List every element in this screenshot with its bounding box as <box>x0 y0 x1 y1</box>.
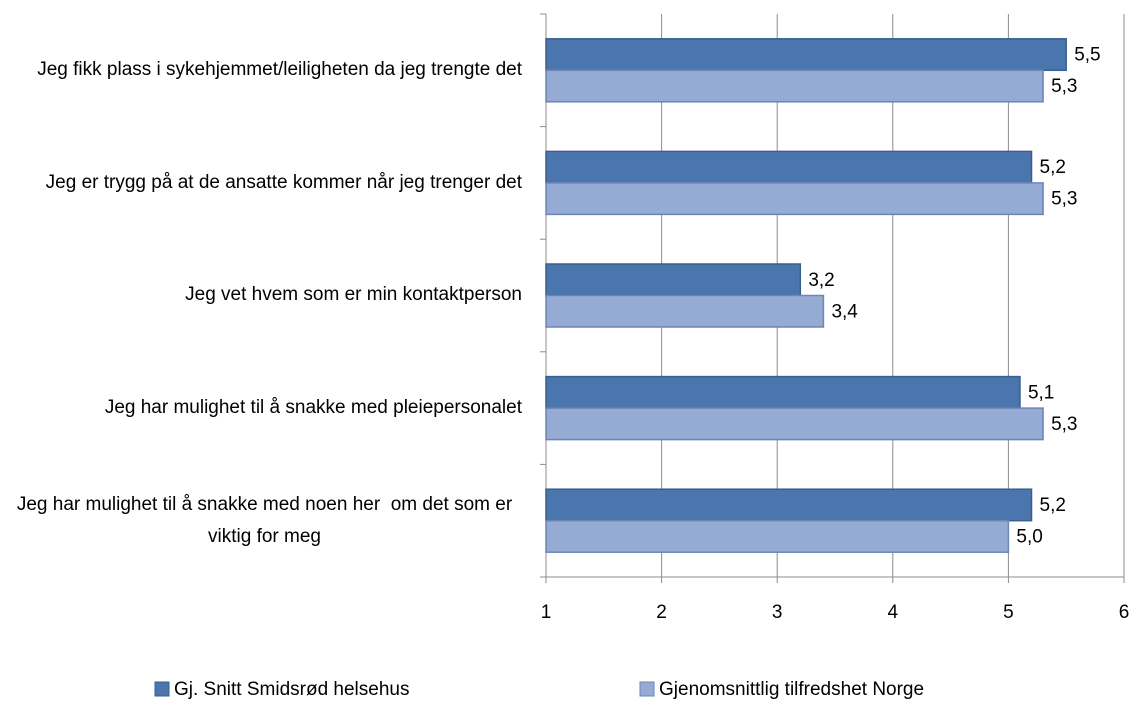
data-label: 5,5 <box>1074 45 1100 66</box>
data-label: 5,2 <box>1040 157 1066 178</box>
data-label: 5,0 <box>1016 526 1042 547</box>
bar <box>545 488 1033 522</box>
category-text: Jeg har mulighet til å snakke med noen h… <box>16 493 518 547</box>
legend-swatch <box>154 681 170 697</box>
bar <box>545 69 1044 103</box>
legend-label: Gjenomsnittlig tilfredshet Norge <box>659 679 924 700</box>
bar <box>545 294 825 328</box>
x-tick-label: 3 <box>772 602 783 623</box>
data-label: 5,3 <box>1051 189 1077 210</box>
data-label: 5,3 <box>1051 76 1077 97</box>
data-label: 3,2 <box>808 270 834 291</box>
category-text: Jeg fikk plass i sykehjemmet/leiligheten… <box>37 59 522 81</box>
category-text: Jeg vet hvem som er min kontaktperson <box>185 284 522 306</box>
bar <box>545 38 1067 72</box>
bar <box>545 407 1044 441</box>
data-label: 5,3 <box>1051 414 1077 435</box>
x-tick-label: 1 <box>541 602 552 623</box>
x-tick-label: 2 <box>656 602 667 623</box>
bar <box>545 150 1033 184</box>
category-text: Jeg har mulighet til å snakke med pleiep… <box>104 397 522 419</box>
x-tick-label: 4 <box>888 602 899 623</box>
legend-swatch <box>639 681 655 697</box>
x-tick-label: 6 <box>1119 602 1130 623</box>
y-tick-label: Jeg fikk plass i sykehjemmet/leiligheten… <box>0 14 522 127</box>
bar <box>545 519 1010 553</box>
legend-label: Gj. Snitt Smidsrød helsehus <box>174 679 409 700</box>
data-label: 3,4 <box>831 301 858 322</box>
y-tick-label: Jeg vet hvem som er min kontaktperson <box>0 239 522 352</box>
bar <box>545 182 1044 216</box>
data-label: 5,2 <box>1040 495 1066 516</box>
y-tick-label: Jeg er trygg på at de ansatte kommer når… <box>0 127 522 240</box>
x-tick-label: 5 <box>1003 602 1014 623</box>
category-text: Jeg er trygg på at de ansatte kommer når… <box>45 171 522 193</box>
bar <box>545 263 802 297</box>
y-tick-label: Jeg har mulighet til å snakke med pleiep… <box>0 352 522 465</box>
bar <box>545 375 1021 409</box>
data-label: 5,1 <box>1028 382 1054 403</box>
y-tick-label: Jeg har mulighet til å snakke med noen h… <box>0 464 522 577</box>
